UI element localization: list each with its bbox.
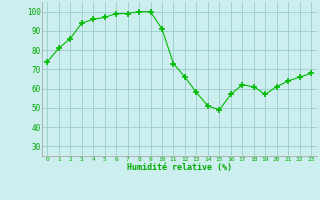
X-axis label: Humidité relative (%): Humidité relative (%) — [127, 163, 232, 172]
